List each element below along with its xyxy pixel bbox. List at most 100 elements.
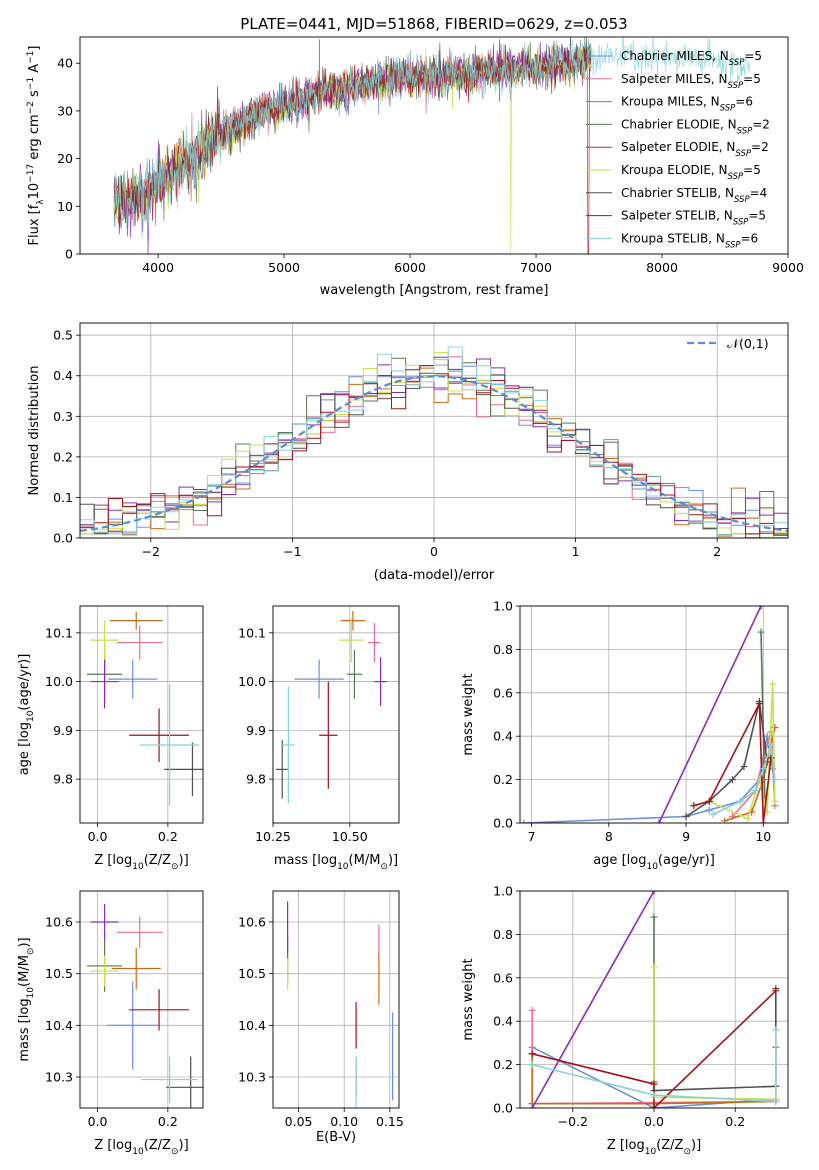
y-tick-label: 0.4	[493, 729, 513, 744]
mass-weight-marker	[728, 776, 736, 784]
y-tick-label: 0.0	[493, 816, 513, 831]
hist-x-label: (data-model)/error	[374, 568, 495, 583]
errorbar-point	[111, 947, 161, 990]
spectrum-chart: 4000 5000 6000 7000 8000 9000 0 10 20 30 40 PLATE=0…	[26, 15, 804, 298]
y-tick-label: 10.4	[238, 1018, 266, 1033]
x-tick-label: 0.2	[158, 829, 178, 844]
mass-weight-marker	[757, 628, 765, 636]
errorbar-point	[90, 654, 119, 709]
x-tick-label: 10.25	[255, 829, 291, 844]
mass-vs-z-x-label: Z [log10(Z/Z⊙)]	[94, 1138, 188, 1157]
mass-weight-vs-z-chart: −0.2 0.0 0.2 0.0 0.2 0.4 0.6 0.8 1.0 Z [log10(Z/Z…	[461, 884, 789, 1157]
y-tick-label: 30	[57, 103, 73, 118]
mass-weight-marker	[705, 806, 713, 814]
errorbar-point	[90, 903, 119, 941]
mass-weight-marker	[759, 765, 767, 773]
x-tick-label: 0.05	[285, 1114, 313, 1129]
y-tick-label: 20	[57, 151, 73, 166]
x-tick-label: 8000	[646, 260, 678, 275]
errorbar-point	[166, 1056, 203, 1108]
mass-weight-series-line	[760, 631, 766, 798]
legend-label: Salpeter STELIB, NSSP=5	[621, 209, 766, 228]
mass-weight-vs-z-plot-area	[528, 891, 780, 1108]
mass-weight-vs-age-chart: 7 8 9 10 0.0 0.2 0.4 0.6 0.8 1.0 age [log10(age/yr…	[461, 599, 789, 872]
y-tick-label: 1.0	[493, 884, 513, 899]
x-tick-label: 10.50	[332, 829, 368, 844]
mass-weight-series-line	[685, 701, 768, 818]
mass-weight-vs-age-frame	[519, 605, 789, 824]
x-tick-label: 9000	[772, 260, 804, 275]
legend-label: Chabrier MILES, NSSP=5	[621, 49, 762, 68]
mass-vs-z-frame	[79, 890, 204, 1109]
mass-vs-ebv-x-label: E(B-V)	[316, 1130, 356, 1145]
mass-weight-vs-age-grid	[520, 605, 788, 824]
mass-weight-marker	[721, 817, 729, 823]
mass-weight-marker	[690, 802, 698, 810]
x-tick-label: 2	[713, 544, 721, 559]
x-tick-label: 0.15	[376, 1114, 404, 1129]
legend-label: Kroupa MILES, NSSP=6	[621, 95, 753, 114]
age-vs-z-x-label: Z [log10(Z/Z⊙)]	[94, 853, 188, 872]
x-tick-label: −1	[283, 544, 301, 559]
mass-vs-z-plot-area	[87, 903, 203, 1108]
y-tick-label: 0.8	[493, 642, 513, 657]
y-tick-label: 10.5	[45, 966, 73, 981]
y-tick-label: 10.5	[238, 966, 266, 981]
mass-weight-marker	[772, 1097, 780, 1105]
y-tick-label: 0.4	[53, 368, 73, 383]
errorbar-point	[106, 981, 160, 1070]
errorbar-point	[368, 623, 381, 663]
mass-weight-marker	[650, 913, 658, 921]
mass-weight-series-line	[658, 606, 762, 823]
spectrum-series-line	[113, 37, 751, 240]
y-tick-label: 9.9	[246, 723, 266, 738]
mass-weight-marker	[767, 754, 775, 762]
age-vs-z-plot-area	[87, 611, 203, 806]
mass-weight-vs-age-y-label: mass weight	[461, 673, 476, 755]
mass-weight-marker	[520, 819, 528, 823]
age-vs-z-grid	[80, 606, 203, 823]
errorbar-point	[116, 916, 163, 948]
hist-y-label: Normed distribution	[27, 366, 42, 496]
y-tick-label: 10.0	[238, 674, 266, 689]
mass-weight-series-line	[653, 988, 777, 1092]
errorbar-point	[339, 618, 364, 663]
mass-weight-marker	[650, 1104, 658, 1108]
mass-weight-marker	[528, 1050, 536, 1058]
age-vs-mass-frame	[272, 605, 400, 824]
mass-weight-marker	[771, 776, 779, 784]
y-tick-label: 9.9	[53, 723, 73, 738]
y-tick-label: 10.6	[238, 915, 266, 930]
x-tick-label: 9	[682, 829, 690, 844]
mass-weight-series-line	[531, 891, 655, 1108]
mass-weight-marker	[772, 987, 780, 995]
mass-weight-marker	[650, 1080, 658, 1088]
mass-weight-marker	[740, 763, 748, 771]
mass-vs-ebv-chart: 0.05 0.10 0.15 10.3 10.4 10.5 10.6 E(B-V)	[238, 890, 404, 1145]
x-tick-label: −0.2	[558, 1114, 588, 1129]
x-tick-label: 6000	[394, 260, 426, 275]
y-tick-label: 0.2	[53, 449, 73, 464]
age-vs-mass-x-label: mass [log10(M/M⊙)]	[274, 853, 398, 872]
x-tick-label: 7	[528, 829, 536, 844]
x-tick-label: 0.0	[88, 1114, 108, 1129]
x-tick-label: 0	[430, 544, 438, 559]
x-tick-label: 4000	[142, 260, 174, 275]
mass-weight-vs-z-x-label: Z [log10(Z/Z⊙)]	[607, 1138, 701, 1157]
y-tick-label: 10.6	[45, 915, 73, 930]
errorbar-point	[340, 610, 366, 631]
mass-weight-series-line	[653, 967, 777, 1101]
y-tick-label: 10	[57, 199, 73, 214]
mass-weight-series-line	[708, 684, 776, 820]
y-tick-label: 10.1	[45, 625, 73, 640]
errorbar-point	[319, 681, 338, 789]
spectrum-frame	[79, 36, 789, 255]
mass-weight-marker	[682, 812, 690, 820]
x-tick-label: 7000	[520, 260, 552, 275]
errorbar-point	[129, 708, 189, 763]
mass-weight-marker	[759, 819, 767, 823]
x-tick-label: 0.2	[158, 1114, 178, 1129]
spectrum-title: PLATE=0441, MJD=51868, FIBERID=0629, z=0…	[240, 15, 627, 33]
residual-hist-frame	[79, 322, 789, 539]
age-vs-mass-plot-area	[276, 610, 387, 804]
